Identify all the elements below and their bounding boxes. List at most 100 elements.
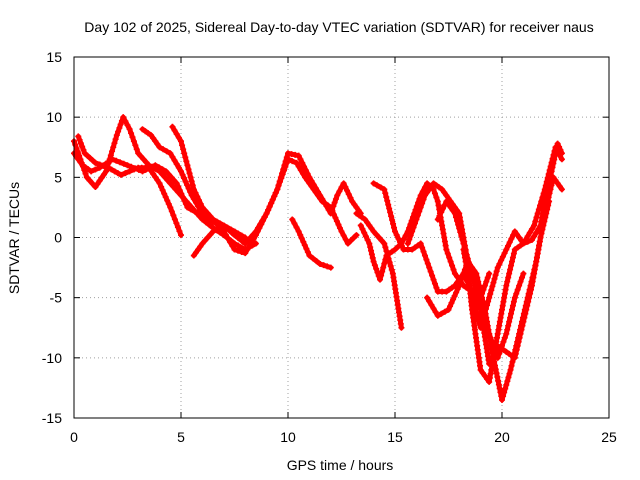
- data-point: [293, 224, 300, 231]
- data-point: [426, 186, 433, 193]
- data-point: [537, 234, 544, 241]
- data-point: [293, 159, 300, 166]
- data-point: [210, 216, 217, 223]
- data-point: [161, 174, 168, 181]
- data-point: [428, 301, 435, 308]
- data-point: [489, 283, 496, 290]
- data-point: [443, 198, 450, 205]
- data-point: [132, 142, 139, 149]
- data-point: [538, 230, 545, 237]
- data-point: [375, 234, 382, 241]
- data-point: [207, 231, 214, 238]
- data-point: [395, 235, 402, 242]
- data-point: [456, 282, 463, 289]
- data-point: [404, 240, 411, 247]
- data-point: [382, 190, 389, 197]
- data-point: [491, 350, 498, 357]
- data-point: [160, 146, 167, 153]
- data-point: [551, 156, 558, 163]
- data-point: [114, 170, 121, 177]
- data-point: [457, 229, 464, 236]
- data-point: [238, 248, 245, 255]
- data-point: [382, 244, 389, 251]
- data-point: [306, 180, 313, 187]
- data-point: [498, 257, 505, 264]
- data-point: [353, 204, 360, 211]
- data-series-track-6: [190, 156, 360, 259]
- data-point: [378, 272, 385, 279]
- data-point: [557, 147, 564, 154]
- data-point: [111, 168, 118, 175]
- y-tick-label: 10: [46, 109, 62, 125]
- data-point: [513, 231, 520, 238]
- data-point: [308, 183, 315, 190]
- data-point: [122, 170, 129, 177]
- data-point: [165, 200, 172, 207]
- tick-label-layer: 0 5 10 15 20 25 -15 -10 -5 0 5 10 15: [42, 49, 617, 445]
- data-point: [164, 177, 171, 184]
- data-point: [80, 146, 87, 153]
- data-point: [252, 240, 259, 247]
- data-point: [92, 166, 99, 173]
- data-point: [188, 178, 195, 185]
- data-point: [441, 189, 448, 196]
- data-point: [179, 142, 186, 149]
- data-point: [524, 302, 531, 309]
- data-point: [460, 240, 467, 247]
- x-tick-label: 15: [387, 429, 403, 445]
- data-point: [490, 279, 497, 286]
- data-point: [113, 157, 120, 164]
- data-point: [295, 163, 302, 170]
- data-point: [303, 245, 310, 252]
- data-point: [299, 170, 306, 177]
- data-point: [304, 177, 311, 184]
- data-point: [210, 228, 217, 235]
- chart-title: Day 102 of 2025, Sidereal Day-to-day VTE…: [84, 19, 593, 35]
- data-point: [98, 174, 105, 181]
- data-series-track-13: [460, 140, 565, 331]
- data-point: [388, 266, 395, 273]
- data-point: [178, 138, 184, 145]
- data-point: [183, 158, 190, 165]
- data-point: [533, 214, 540, 221]
- data-point: [520, 240, 527, 247]
- data-point: [508, 262, 515, 269]
- data-point: [234, 231, 241, 238]
- data-point: [397, 239, 404, 246]
- data-point: [122, 118, 129, 125]
- data-point: [229, 242, 236, 249]
- data-point: [199, 210, 206, 217]
- data-point: [179, 171, 186, 178]
- data-point: [83, 174, 90, 181]
- data-point: [130, 138, 137, 145]
- data-point: [481, 282, 488, 289]
- data-point: [387, 209, 394, 216]
- data-point: [143, 159, 150, 166]
- data-point: [148, 167, 155, 174]
- data-point: [384, 251, 391, 258]
- data-point: [181, 197, 188, 204]
- data-point: [265, 206, 272, 213]
- data-point: [509, 254, 516, 261]
- data-point: [236, 234, 243, 241]
- data-point: [188, 192, 195, 199]
- data-point: [75, 156, 82, 163]
- data-point: [152, 138, 159, 145]
- data-point: [427, 268, 434, 275]
- data-point: [222, 232, 229, 239]
- data-point: [368, 251, 375, 258]
- data-point: [170, 212, 177, 219]
- data-point: [386, 205, 393, 212]
- data-point: [364, 219, 371, 226]
- data-point: [159, 171, 166, 178]
- data-point: [540, 222, 547, 229]
- data-point: [167, 180, 174, 187]
- data-point: [255, 224, 262, 231]
- data-point: [368, 247, 375, 254]
- data-point: [231, 246, 238, 253]
- data-point: [446, 254, 453, 261]
- data-point: [239, 237, 246, 244]
- data-point: [336, 225, 343, 232]
- data-point: [137, 153, 144, 160]
- data-point: [443, 192, 450, 199]
